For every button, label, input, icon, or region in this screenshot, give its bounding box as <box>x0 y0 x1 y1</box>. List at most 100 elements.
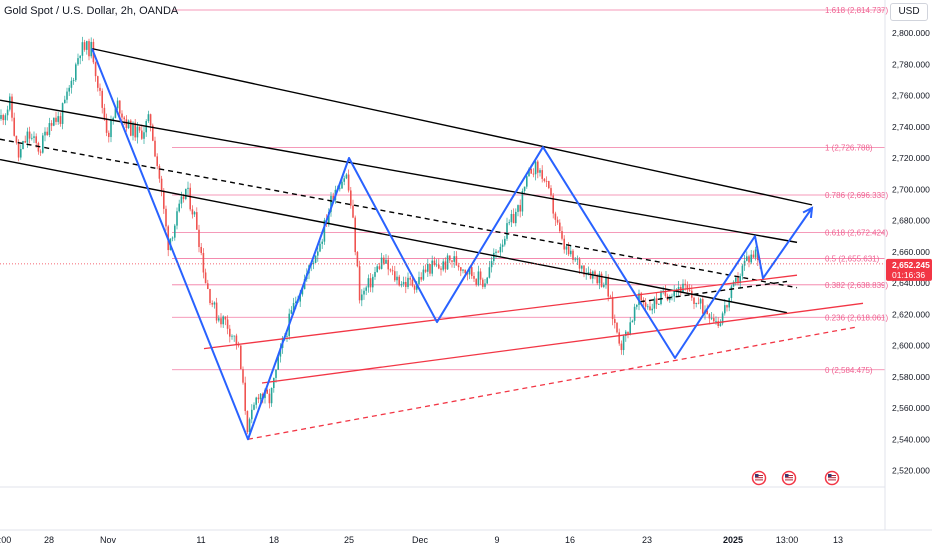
candle-down <box>550 188 552 196</box>
fib-level-label: 1 (2,726.788) <box>825 143 873 152</box>
candle-down <box>354 217 356 253</box>
candle-down <box>543 178 546 182</box>
candle-up <box>603 284 605 287</box>
candle-down <box>383 257 385 264</box>
fibonacci-levels: 1.618 (2,814.737) 1 (2,726.788) 0.786 (2,6… <box>172 6 888 375</box>
candle-up <box>570 250 572 255</box>
channel-midline <box>639 280 788 303</box>
y-tick-label: 2,660.000 <box>892 247 930 257</box>
candle-down <box>163 190 165 209</box>
candle-down <box>229 328 231 337</box>
candle-down <box>37 143 40 152</box>
candle-down <box>121 113 123 118</box>
candle-up <box>6 109 9 116</box>
candle-down <box>706 310 708 315</box>
candle-down <box>589 272 592 279</box>
candle-down <box>83 42 86 50</box>
last-price-box <box>886 258 932 281</box>
y-tick-label: 2,800.000 <box>892 28 930 38</box>
candle-down <box>246 411 249 433</box>
candle-down <box>451 260 453 262</box>
candle-down <box>563 238 565 250</box>
channel-midline <box>0 138 798 289</box>
candle-up <box>376 266 378 272</box>
candle-up <box>402 281 405 285</box>
candle-up <box>248 419 251 433</box>
candle-up <box>521 191 524 212</box>
candle-down <box>358 266 361 301</box>
x-tick-label: Nov <box>100 535 117 545</box>
candle-down <box>389 269 392 271</box>
candle-down <box>748 256 750 263</box>
candle-down <box>552 195 554 214</box>
candle-down <box>156 156 158 167</box>
candle-down <box>708 314 711 319</box>
candle-down <box>17 142 20 158</box>
support-line-dashed <box>247 326 859 440</box>
candle-down <box>530 168 532 174</box>
candle-up <box>61 103 64 124</box>
candle-up <box>4 115 7 121</box>
candle-up <box>539 170 541 173</box>
candle-up <box>510 213 513 223</box>
candle-up <box>750 254 752 263</box>
candle-down <box>158 166 161 179</box>
candle-down <box>50 123 53 126</box>
candle-down <box>567 246 570 255</box>
flag-stripe <box>755 475 763 476</box>
candle-down <box>24 141 26 143</box>
candle-down <box>471 267 473 277</box>
candle-down <box>497 251 499 253</box>
candle-up <box>110 120 112 138</box>
candle-up <box>442 261 444 270</box>
flag-stripe <box>755 479 763 481</box>
candle-up <box>721 313 724 324</box>
candle-down <box>125 119 128 129</box>
candle-up <box>361 294 363 301</box>
candle-up <box>312 262 315 265</box>
candle-up <box>321 241 323 244</box>
candle-up <box>81 42 84 56</box>
candle-up <box>77 58 79 65</box>
currency-button[interactable]: USD <box>890 3 928 21</box>
fib-level-label: 0.5 (2,655.631) <box>825 255 880 264</box>
us-flag-event-icon[interactable] <box>824 470 840 486</box>
candle-down <box>717 321 719 326</box>
candle-down <box>138 126 141 131</box>
candle-up <box>484 283 486 287</box>
candle-down <box>105 118 108 133</box>
candle-down <box>141 130 143 139</box>
candle-up <box>323 220 326 242</box>
candle-up <box>636 304 638 307</box>
y-tick-label: 2,560.000 <box>892 403 930 413</box>
candle-up <box>407 277 409 287</box>
flag-stripe <box>828 475 836 476</box>
support-lines <box>203 274 864 440</box>
candle-down <box>433 260 436 265</box>
candle-up <box>66 91 68 100</box>
candle-down <box>160 178 163 191</box>
candle-down <box>583 265 585 275</box>
candle-up <box>515 211 517 224</box>
x-tick-label: 18 <box>269 535 279 545</box>
candle-down <box>726 305 728 308</box>
candle-up <box>231 335 233 337</box>
y-tick-label: 2,580.000 <box>892 372 930 382</box>
candle-up <box>501 244 504 247</box>
candle-up <box>528 168 530 177</box>
last-price-value: 2,652.245 <box>892 260 930 270</box>
us-flag-event-icon[interactable] <box>781 470 797 486</box>
candle-up <box>277 356 279 370</box>
event-icons[interactable] <box>751 470 840 486</box>
candle-down <box>332 195 334 200</box>
candle-down <box>537 161 539 173</box>
candle-down <box>424 269 427 272</box>
candle-up <box>633 306 636 321</box>
candle-up <box>213 302 216 305</box>
candle-up <box>490 261 493 268</box>
candle-down <box>398 276 400 286</box>
candle-up <box>328 211 330 224</box>
us-flag-event-icon[interactable] <box>751 470 767 486</box>
candle-up <box>682 283 684 293</box>
